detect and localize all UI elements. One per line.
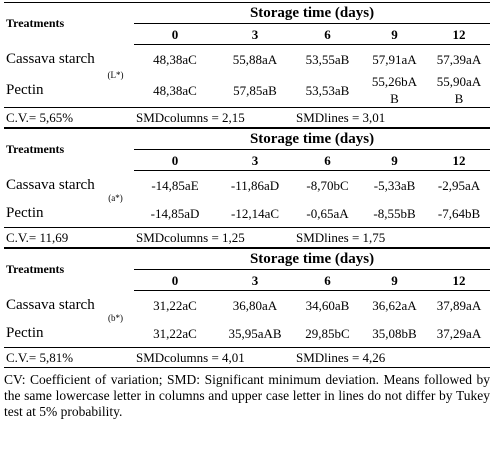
- data-table: Treatments Storage time (days) 0 3 6 9 12 Cassa…: [4, 2, 491, 128]
- header-row: Treatments Storage time (days): [4, 248, 491, 276]
- column-header: 3: [216, 23, 294, 45]
- storage-header: Storage time (days): [134, 128, 491, 150]
- cell-value: -2,95aA: [437, 177, 481, 193]
- spacer: [97, 129, 134, 171]
- cell-value: 53,55aB: [305, 51, 350, 67]
- cell-value: 55,26bAB: [361, 73, 428, 108]
- cell-value: 36,62aA: [372, 297, 417, 313]
- page: Treatments Storage time (days) 0 3 6 9 12 Cassa…: [4, 2, 491, 419]
- variable-label: (a*): [108, 193, 123, 204]
- column-header: 0: [134, 23, 216, 45]
- treatment-name: Pectin: [6, 205, 44, 221]
- cell-value: -12,14aC: [230, 205, 280, 221]
- cell-value: -8,70bC: [306, 177, 349, 193]
- data-row: Cassava starch (L*) 48,38aC 55,88aA 53,55aB 5…: [4, 45, 490, 81]
- cell-text: 55,90aAB: [436, 74, 482, 106]
- treatment-name: Pectin: [6, 82, 44, 98]
- spacer: [97, 249, 134, 291]
- cell-value: 53,53aB: [305, 82, 350, 98]
- column-header: 12: [428, 149, 491, 171]
- data-table: Treatments Storage time (days) 0 3 6 9 12 Cassa…: [4, 128, 491, 248]
- cell-text: 55,26bAB: [371, 74, 418, 106]
- cell-value: 57,91aA: [372, 51, 417, 67]
- treatments-header: Treatments: [6, 16, 65, 31]
- column-header: 9: [361, 269, 428, 291]
- stat: C.V.= 11,69: [4, 227, 134, 248]
- stat: SMDcolumns = 4,01: [134, 347, 294, 368]
- stats-row: C.V.= 5,65% SMDcolumns = 2,15 SMDlines = 3…: [4, 107, 491, 128]
- treatment-name: Cassava starch: [6, 176, 95, 193]
- treatment-name: Pectin: [6, 325, 44, 341]
- cell-value: 48,38aC: [153, 51, 197, 67]
- stat: SMDlines = 3,01: [294, 107, 491, 128]
- column-header-row: 0 3 6 9 12: [4, 23, 491, 45]
- stat: C.V.= 5,81%: [4, 347, 134, 368]
- variable-label: (L*): [107, 70, 124, 81]
- cell-value: 35,95aAB: [228, 325, 282, 341]
- cell-value: -0,65aA: [306, 205, 349, 221]
- cell-value: 48,38aC: [153, 82, 197, 98]
- stats-row: C.V.= 11,69 SMDcolumns = 1,25 SMDlines = 1…: [4, 227, 491, 248]
- cell-value: -8,55bB: [373, 205, 416, 221]
- footnote: CV: Coefficient of variation; SMD: Signi…: [4, 372, 490, 419]
- column-header: 3: [216, 269, 294, 291]
- storage-header: Storage time (days): [134, 248, 491, 270]
- column-header-row: 0 3 6 9 12: [4, 269, 491, 291]
- data-row: Pectin -14,85aD -12,14aC -0,65aA -8,55bB -7,6…: [4, 199, 490, 228]
- cell-value: -7,64bB: [437, 205, 481, 221]
- cell-value: 35,08bB: [372, 325, 417, 341]
- stats-row: C.V.= 5,81% SMDcolumns = 4,01 SMDlines = 4…: [4, 347, 491, 368]
- cell-value: 55,90aAB: [428, 73, 490, 108]
- cell-value: 57,85aB: [233, 82, 277, 98]
- stat: SMDlines = 1,75: [294, 227, 491, 248]
- data-row: Cassava starch (a*) -14,85aE -11,86aD -8,70b…: [4, 171, 490, 204]
- cell-value: 37,29aA: [436, 325, 482, 341]
- treatment-name: Cassava starch: [6, 50, 95, 67]
- column-header: 9: [361, 23, 428, 45]
- data-row: Cassava starch (b*) 31,22aC 36,80aA 34,60aB 3…: [4, 291, 490, 324]
- data-table: Treatments Storage time (days) 0 3 6 9 12 Cassa…: [4, 248, 491, 368]
- cell-value: -14,85aD: [150, 205, 200, 221]
- cell-value: -11,86aD: [230, 177, 280, 193]
- column-header-row: 0 3 6 9 12: [4, 149, 491, 171]
- header-row: Treatments Storage time (days): [4, 2, 491, 30]
- column-header: 0: [134, 149, 216, 171]
- stat: SMDcolumns = 1,25: [134, 227, 294, 248]
- cell-value: 36,80aA: [232, 297, 278, 313]
- column-header: 12: [428, 23, 491, 45]
- cell-value: 37,89aA: [436, 297, 482, 313]
- header-row: Treatments Storage time (days): [4, 128, 491, 156]
- tables: Treatments Storage time (days) 0 3 6 9 12 Cassa…: [4, 2, 491, 368]
- treatment-name: Cassava starch: [6, 296, 95, 313]
- cell-value: -5,33aB: [373, 177, 416, 193]
- cell-value: 57,39aA: [436, 51, 482, 67]
- cell-value: 29,85bC: [305, 325, 350, 341]
- column-header: 9: [361, 149, 428, 171]
- column-header: 12: [428, 269, 491, 291]
- spacer: [97, 3, 134, 45]
- variable-label: (b*): [108, 313, 123, 324]
- cell-value: 31,22aC: [153, 325, 197, 341]
- stat: C.V.= 5,65%: [4, 107, 134, 128]
- column-header: 3: [216, 149, 294, 171]
- treatments-header: Treatments: [6, 142, 65, 157]
- cell-value: -14,85aE: [151, 177, 199, 193]
- data-row: Pectin 31,22aC 35,95aAB 29,85bC 35,08bB 37,29…: [4, 319, 490, 348]
- storage-header: Storage time (days): [134, 2, 491, 24]
- cell-value: 31,22aC: [153, 297, 197, 313]
- stat: SMDcolumns = 2,15: [134, 107, 294, 128]
- column-header: 6: [294, 269, 361, 291]
- stat: SMDlines = 4,26: [294, 347, 491, 368]
- column-header: 0: [134, 269, 216, 291]
- column-header: 6: [294, 23, 361, 45]
- cell-value: 34,60aB: [305, 297, 350, 313]
- data-row: Pectin 48,38aC 57,85aB 53,53aB 55,26bAB 55,90…: [4, 73, 490, 108]
- column-header: 6: [294, 149, 361, 171]
- cell-value: 55,88aA: [232, 51, 278, 67]
- treatments-header: Treatments: [6, 262, 65, 277]
